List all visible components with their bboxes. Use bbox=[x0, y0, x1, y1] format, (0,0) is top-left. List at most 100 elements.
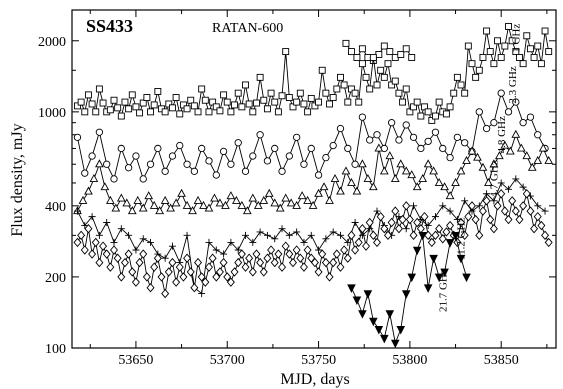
data-point bbox=[456, 254, 466, 264]
data-point bbox=[511, 206, 520, 216]
data-point bbox=[431, 213, 439, 221]
data-point bbox=[187, 96, 195, 104]
data-point bbox=[434, 178, 444, 186]
data-point bbox=[125, 105, 133, 113]
data-point bbox=[497, 189, 506, 199]
data-point bbox=[374, 326, 384, 335]
data-point bbox=[396, 326, 406, 335]
data-point bbox=[538, 143, 548, 152]
data-point bbox=[497, 179, 505, 187]
data-point bbox=[110, 245, 118, 255]
data-point bbox=[336, 124, 345, 133]
x-axis-title: MJD, days bbox=[280, 371, 349, 388]
data-point bbox=[153, 253, 162, 263]
data-point bbox=[314, 188, 323, 197]
data-point bbox=[435, 224, 444, 234]
data-point bbox=[318, 249, 327, 259]
data-point bbox=[253, 200, 263, 209]
data-point bbox=[150, 101, 158, 109]
data-point bbox=[293, 228, 301, 236]
data-point bbox=[493, 201, 502, 211]
data-point bbox=[351, 218, 359, 226]
data-point bbox=[194, 257, 203, 268]
data-point bbox=[383, 230, 392, 241]
data-point bbox=[340, 245, 349, 255]
data-point bbox=[161, 254, 169, 262]
data-point bbox=[183, 160, 191, 168]
data-point bbox=[92, 108, 100, 116]
data-point bbox=[530, 224, 539, 234]
data-point bbox=[281, 193, 291, 202]
data-point bbox=[347, 48, 355, 56]
data-point bbox=[231, 101, 239, 109]
data-point bbox=[77, 230, 86, 241]
data-point bbox=[220, 250, 228, 258]
data-point bbox=[424, 108, 432, 116]
data-point bbox=[256, 228, 264, 236]
data-point bbox=[106, 106, 114, 114]
data-point bbox=[186, 267, 195, 277]
data-point bbox=[544, 155, 554, 164]
data-point bbox=[431, 230, 440, 241]
data-point bbox=[256, 73, 264, 81]
data-point bbox=[329, 141, 337, 150]
data-point bbox=[366, 85, 374, 93]
series-4-8-ghz bbox=[73, 89, 549, 183]
data-point bbox=[446, 207, 454, 215]
data-point bbox=[407, 273, 417, 283]
data-point bbox=[81, 222, 89, 230]
data-point bbox=[91, 237, 100, 248]
series-label: 4.7 GHz bbox=[489, 160, 501, 197]
data-point bbox=[358, 45, 366, 53]
data-point bbox=[544, 237, 553, 248]
data-point bbox=[500, 206, 509, 216]
data-point bbox=[234, 246, 242, 254]
data-point bbox=[315, 98, 323, 106]
data-point bbox=[384, 60, 392, 68]
data-point bbox=[358, 60, 366, 68]
data-point bbox=[289, 103, 297, 111]
data-point bbox=[303, 195, 312, 204]
data-point bbox=[347, 85, 355, 93]
data-point bbox=[512, 98, 520, 106]
x-tick-label: 53700 bbox=[210, 353, 245, 368]
data-point bbox=[446, 220, 455, 231]
data-point bbox=[278, 92, 286, 100]
data-point bbox=[100, 182, 110, 191]
y-tick-label: 400 bbox=[45, 200, 66, 215]
data-point bbox=[385, 310, 395, 319]
data-point bbox=[124, 249, 133, 259]
data-point bbox=[303, 245, 312, 255]
y-axis-title: Flux density, mJy bbox=[9, 123, 26, 236]
data-point bbox=[120, 257, 129, 268]
series-line bbox=[77, 26, 550, 122]
data-point bbox=[398, 214, 407, 225]
data-point bbox=[300, 100, 308, 108]
data-point bbox=[522, 189, 531, 199]
data-point bbox=[270, 198, 280, 207]
data-point bbox=[198, 290, 206, 298]
data-point bbox=[297, 191, 307, 200]
data-point bbox=[475, 202, 483, 210]
plot-frame bbox=[71, 9, 557, 349]
data-point bbox=[344, 144, 352, 153]
data-point bbox=[533, 211, 542, 222]
data-point bbox=[495, 151, 504, 160]
data-point bbox=[131, 277, 140, 287]
data-point bbox=[363, 173, 373, 182]
data-point bbox=[117, 144, 125, 153]
data-point bbox=[351, 89, 359, 97]
data-point bbox=[132, 246, 140, 254]
data-point bbox=[275, 203, 285, 212]
data-point bbox=[519, 60, 527, 68]
data-point bbox=[278, 262, 287, 272]
data-point bbox=[73, 133, 82, 141]
data-point bbox=[429, 254, 438, 264]
data-point bbox=[369, 230, 378, 241]
data-point bbox=[270, 257, 279, 268]
data-point bbox=[183, 105, 191, 113]
data-point bbox=[322, 153, 330, 162]
data-point bbox=[175, 262, 184, 272]
data-point bbox=[299, 262, 308, 272]
data-point bbox=[147, 238, 155, 246]
